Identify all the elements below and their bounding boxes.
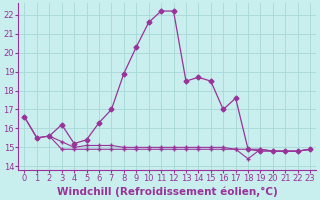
- X-axis label: Windchill (Refroidissement éolien,°C): Windchill (Refroidissement éolien,°C): [57, 186, 278, 197]
